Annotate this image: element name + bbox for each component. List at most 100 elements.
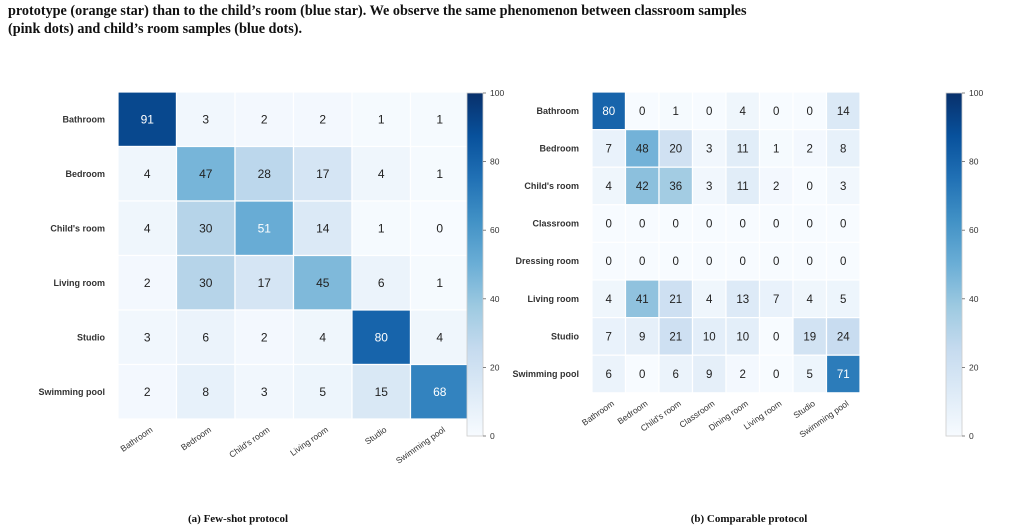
cell-value: 0	[773, 331, 779, 343]
row-label-studio: Studio	[551, 331, 579, 341]
heatmap-cell	[725, 129, 761, 168]
cell-value: 4	[378, 167, 385, 181]
few-shot-heatmap: 91 3 2 2 1 14 47 28 17 4 14 30 51 14 1 02 30 17 45 6 13 6 2 4 80…	[39, 88, 505, 466]
heatmap-cell	[117, 363, 178, 420]
cell-value: 11	[737, 181, 749, 193]
heatmap-cell	[624, 279, 660, 319]
row-label-living-room: Living room	[528, 294, 580, 304]
cell-value: 21	[669, 331, 682, 343]
cell-value: 4	[606, 181, 613, 193]
cell-value: 80	[602, 106, 615, 118]
row-label-classroom: Classroom	[532, 219, 579, 229]
row-label-dressing-room: Dressing room	[515, 256, 579, 266]
cell-value: 2	[807, 143, 813, 155]
cell-value: 4	[144, 221, 151, 235]
heatmap-cell	[175, 309, 236, 366]
cell-value: 47	[199, 167, 213, 181]
heatmap-cell	[117, 91, 178, 148]
cell-value: 4	[706, 294, 713, 306]
colorbar	[945, 92, 963, 437]
cell-value: 42	[636, 181, 649, 193]
cell-value: 4	[807, 294, 814, 306]
colorbar-tick-label: 60	[969, 225, 979, 235]
heatmap-cell	[175, 363, 236, 420]
cell-value: 0	[740, 219, 746, 231]
colorbar-tick-label: 80	[490, 157, 500, 167]
cell-value: 51	[258, 221, 272, 235]
heatmap-cell	[691, 241, 727, 281]
cell-value: 1	[436, 167, 443, 181]
colorbar-tick-label: 0	[969, 431, 974, 441]
col-label-living-room: Living room	[288, 424, 330, 457]
cell-value: 5	[319, 385, 326, 399]
heatmap-cell	[409, 200, 470, 257]
colorbar-tick-label: 80	[969, 157, 979, 167]
heatmap-cell	[691, 129, 727, 168]
heatmap-cell	[624, 354, 660, 394]
cell-value: 1	[378, 221, 385, 235]
cell-value: 6	[378, 276, 385, 290]
heatmap-cell	[117, 254, 178, 311]
heatmap-cell	[292, 309, 353, 366]
cell-value: 4	[319, 330, 326, 344]
row-label-bedroom: Bedroom	[539, 143, 579, 153]
cell-value: 0	[773, 106, 779, 118]
heatmap-cell	[292, 254, 353, 311]
cell-value: 3	[706, 143, 712, 155]
cell-value: 4	[436, 330, 443, 344]
cell-value: 7	[606, 143, 612, 155]
cell-value: 71	[837, 369, 850, 381]
cell-value: 5	[840, 294, 846, 306]
cell-value: 1	[436, 276, 443, 290]
heatmap-cell	[758, 204, 794, 244]
cell-value: 30	[199, 276, 213, 290]
colorbar-tick-label: 100	[969, 88, 983, 98]
cell-value: 11	[737, 143, 749, 155]
cell-value: 2	[319, 112, 326, 126]
cell-value: 0	[639, 219, 645, 231]
colorbar	[466, 92, 484, 437]
heatmap-cell	[234, 363, 295, 420]
cell-value: 21	[669, 294, 682, 306]
cell-value: 6	[606, 369, 612, 381]
cell-value: 14	[837, 106, 850, 118]
row-label-child-s-room: Child's room	[50, 223, 105, 233]
cell-value: 0	[706, 106, 712, 118]
cell-value: 2	[773, 181, 779, 193]
comparable-heatmap: 80 0 1 0 4 0 0 147 48 20 3 11 1 2 84 42 36 3 11 2 0 30 0 0 0 0 0 0 0…	[513, 88, 984, 441]
cell-value: 3	[144, 330, 151, 344]
heatmap-cell	[825, 241, 861, 281]
heatmap-cell	[725, 317, 761, 356]
col-label-studio: Studio	[791, 398, 817, 420]
colorbar-tick-label: 100	[490, 88, 504, 98]
cell-value: 7	[773, 294, 779, 306]
col-label-bathroom: Bathroom	[118, 424, 154, 453]
heatmap-cell	[591, 91, 627, 131]
row-label-living-room: Living room	[54, 278, 106, 288]
col-label-living-room: Living room	[742, 398, 784, 431]
cell-value: 0	[807, 181, 813, 193]
cell-value: 0	[807, 106, 813, 118]
heatmap-cell	[409, 91, 470, 148]
row-label-swimming-pool: Swimming pool	[513, 369, 580, 379]
row-label-bedroom: Bedroom	[65, 169, 105, 179]
heatmap-cell	[591, 317, 627, 356]
caption-comparable: (b) Comparable protocol	[690, 513, 808, 525]
heatmap-cell	[658, 317, 694, 356]
cell-value: 48	[636, 143, 649, 155]
heatmap-cell	[351, 309, 412, 366]
cell-value: 0	[706, 219, 712, 231]
cell-value: 0	[807, 219, 813, 231]
cell-value: 41	[636, 294, 649, 306]
cell-value: 0	[773, 219, 779, 231]
cell-value: 24	[837, 331, 850, 343]
heatmap-cell	[234, 145, 295, 202]
cell-value: 45	[316, 276, 330, 290]
cell-value: 5	[807, 369, 813, 381]
row-label-child-s-room: Child's room	[524, 181, 579, 191]
cell-value: 0	[673, 219, 679, 231]
heatmap-cell	[351, 363, 412, 420]
cell-value: 68	[433, 385, 447, 399]
colorbar-tick-label: 40	[969, 294, 979, 304]
